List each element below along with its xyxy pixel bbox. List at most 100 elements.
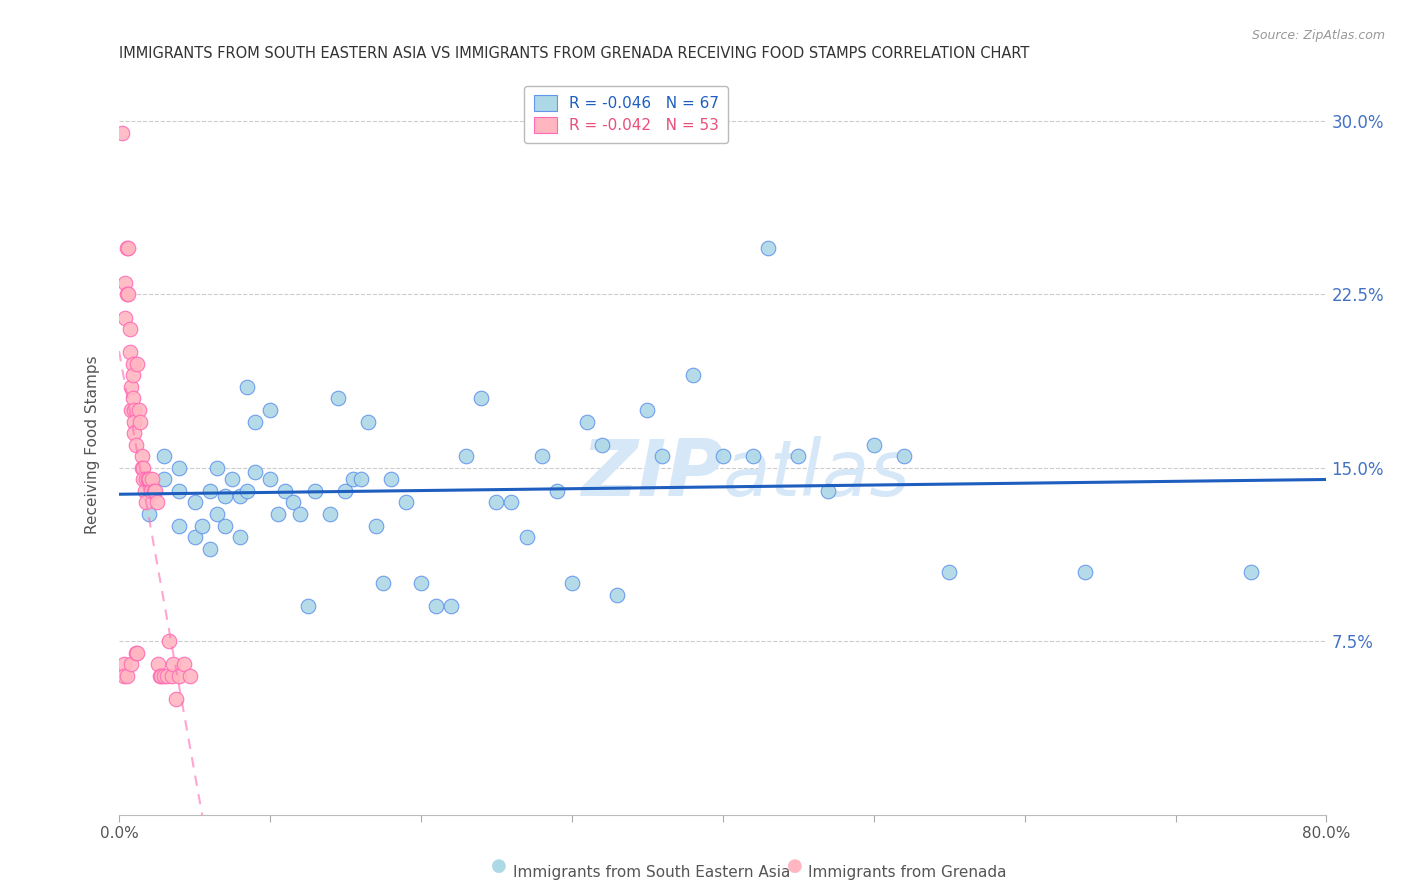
Point — [135, 472, 157, 486]
Point — [817, 483, 839, 498]
Point — [112, 669, 135, 683]
Point — [425, 599, 447, 614]
Point — [122, 415, 145, 429]
Point — [561, 576, 583, 591]
Point — [682, 368, 704, 383]
Text: Immigrants from Grenada: Immigrants from Grenada — [808, 865, 1007, 880]
Point — [132, 460, 155, 475]
Point — [169, 460, 191, 475]
Text: Immigrants from South Eastern Asia: Immigrants from South Eastern Asia — [513, 865, 790, 880]
Point — [150, 669, 173, 683]
Legend: R = -0.046   N = 67, R = -0.042   N = 53: R = -0.046 N = 67, R = -0.042 N = 53 — [524, 87, 728, 143]
Point — [122, 403, 145, 417]
Point — [117, 287, 139, 301]
Point — [191, 518, 214, 533]
Point — [214, 518, 236, 533]
Point — [169, 518, 191, 533]
Text: atlas: atlas — [723, 436, 911, 512]
Point — [335, 483, 357, 498]
Point — [157, 634, 180, 648]
Point — [756, 241, 779, 255]
Point — [1074, 565, 1097, 579]
Point — [229, 489, 252, 503]
Y-axis label: Receiving Food Stamps: Receiving Food Stamps — [86, 355, 100, 534]
Point — [636, 403, 658, 417]
Point — [243, 466, 266, 480]
Point — [516, 530, 538, 544]
Point — [221, 472, 243, 486]
Point — [319, 507, 342, 521]
Point — [236, 380, 259, 394]
Point — [297, 599, 319, 614]
Point — [160, 669, 183, 683]
Point — [214, 489, 236, 503]
Point — [146, 495, 169, 509]
Point — [266, 507, 288, 521]
Point — [118, 345, 141, 359]
Point — [259, 472, 281, 486]
Point — [115, 669, 138, 683]
Point — [409, 576, 432, 591]
Point — [373, 576, 395, 591]
Point — [121, 368, 143, 383]
Point — [115, 241, 138, 255]
Point — [711, 449, 734, 463]
Point — [135, 495, 157, 509]
Point — [485, 495, 508, 509]
Point — [131, 460, 153, 475]
Point — [127, 646, 149, 660]
Point — [117, 241, 139, 255]
Point — [183, 495, 205, 509]
Point — [173, 657, 195, 672]
Point — [153, 472, 176, 486]
Point — [304, 483, 326, 498]
Point — [288, 507, 311, 521]
Point — [862, 438, 884, 452]
Point — [205, 507, 228, 521]
Point — [742, 449, 765, 463]
Point — [349, 472, 371, 486]
Point — [136, 472, 159, 486]
Point — [141, 472, 163, 486]
Point — [120, 380, 142, 394]
Point — [162, 657, 184, 672]
Point — [128, 403, 150, 417]
Text: ●: ● — [491, 857, 508, 875]
Point — [575, 415, 598, 429]
Point — [124, 438, 146, 452]
Point — [149, 669, 172, 683]
Point — [129, 415, 152, 429]
Point — [591, 438, 613, 452]
Point — [229, 530, 252, 544]
Point — [651, 449, 673, 463]
Point — [938, 565, 960, 579]
Point — [124, 646, 146, 660]
Point — [893, 449, 915, 463]
Point — [138, 472, 160, 486]
Point — [121, 392, 143, 406]
Point — [274, 483, 297, 498]
Point — [1240, 565, 1263, 579]
Point — [114, 310, 136, 325]
Point — [153, 669, 176, 683]
Point — [606, 588, 628, 602]
Point — [456, 449, 478, 463]
Point — [142, 483, 165, 498]
Point — [118, 322, 141, 336]
Point — [131, 449, 153, 463]
Point — [326, 392, 349, 406]
Point — [153, 449, 176, 463]
Point — [132, 472, 155, 486]
Point — [546, 483, 568, 498]
Point — [501, 495, 523, 509]
Point — [281, 495, 304, 509]
Text: ●: ● — [786, 857, 803, 875]
Point — [198, 541, 221, 556]
Point — [440, 599, 463, 614]
Point — [143, 483, 166, 498]
Point — [148, 657, 170, 672]
Point — [165, 692, 187, 706]
Point — [114, 276, 136, 290]
Point — [138, 507, 160, 521]
Point — [121, 357, 143, 371]
